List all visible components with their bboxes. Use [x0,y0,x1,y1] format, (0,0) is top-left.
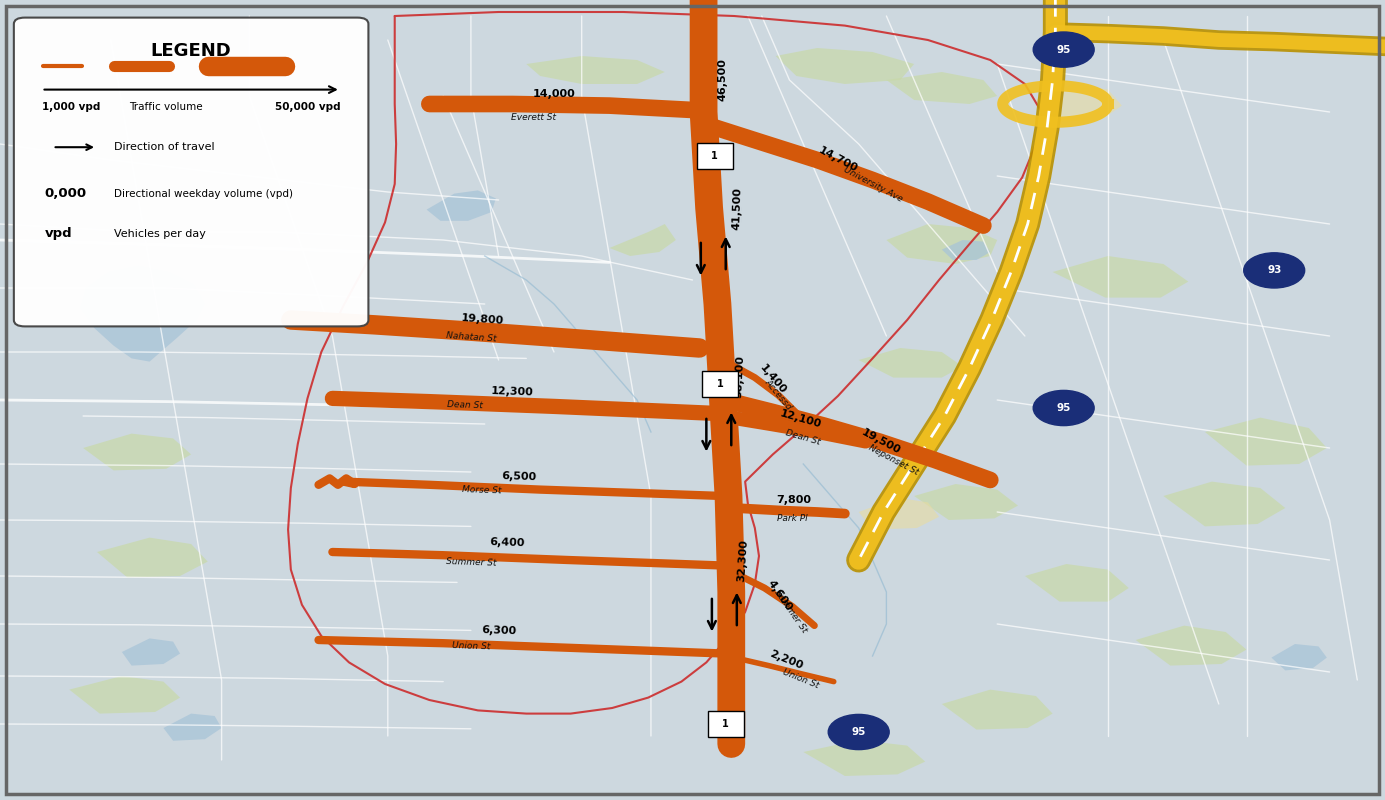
Text: 19,500: 19,500 [860,427,902,456]
Text: 19,800: 19,800 [460,314,504,326]
Text: Union St: Union St [781,667,820,690]
Polygon shape [1136,626,1247,666]
Text: 6,400: 6,400 [489,537,525,548]
Text: 95: 95 [1057,45,1071,54]
Polygon shape [122,638,180,666]
Text: 46,500: 46,500 [717,58,729,102]
Text: 2,200: 2,200 [769,649,805,671]
Circle shape [1033,32,1094,67]
FancyBboxPatch shape [14,18,368,326]
Text: 4,600: 4,600 [766,578,794,613]
Text: 50,000 vpd: 50,000 vpd [276,102,341,111]
Text: Park Pl: Park Pl [777,514,807,523]
Text: vpd: vpd [44,227,72,240]
Text: LEGEND: LEGEND [151,42,231,60]
Polygon shape [427,190,496,221]
Text: 7,800: 7,800 [776,495,812,505]
Text: Neponset St: Neponset St [867,443,920,477]
Text: 1,400: 1,400 [758,362,788,396]
Text: 1: 1 [712,151,717,161]
Text: Union St: Union St [452,642,490,651]
Text: 1,000 vpd: 1,000 vpd [42,102,100,111]
FancyBboxPatch shape [697,143,733,169]
Polygon shape [526,56,665,84]
Polygon shape [942,690,1053,730]
Text: Dean St: Dean St [785,428,821,447]
FancyBboxPatch shape [708,711,744,737]
Polygon shape [1036,84,1122,122]
Polygon shape [80,266,205,362]
Text: Everett St: Everett St [511,113,555,122]
Text: 41,500: 41,500 [731,186,742,230]
Polygon shape [776,48,914,84]
Text: Direction of travel: Direction of travel [114,142,215,152]
Text: 14,000: 14,000 [533,90,575,99]
Text: Traffic volume: Traffic volume [129,102,204,111]
Polygon shape [69,676,180,714]
Text: Dean St: Dean St [447,401,483,410]
Text: Morse St: Morse St [463,486,501,495]
Text: 14,700: 14,700 [817,146,859,174]
Text: Summer St: Summer St [446,557,496,568]
Text: Accessd: Accessd [763,378,794,411]
Circle shape [1033,390,1094,426]
Polygon shape [886,224,997,264]
Polygon shape [942,240,990,260]
Text: 6,500: 6,500 [501,471,537,482]
Polygon shape [859,348,963,378]
Text: 1: 1 [717,379,723,389]
Text: 95: 95 [1057,403,1071,413]
Polygon shape [886,72,997,104]
Circle shape [1244,253,1305,288]
Text: Nahatan St: Nahatan St [446,330,496,343]
Text: 1: 1 [723,719,729,729]
Circle shape [828,714,889,750]
Text: Vehicles per day: Vehicles per day [114,229,205,238]
Polygon shape [1205,418,1327,466]
FancyBboxPatch shape [702,371,738,397]
Polygon shape [163,714,222,741]
Text: Summer St: Summer St [773,588,809,634]
Polygon shape [1025,564,1129,602]
Text: 6,300: 6,300 [481,625,517,636]
Polygon shape [1271,644,1327,670]
Text: 12,100: 12,100 [778,409,823,430]
Polygon shape [609,224,676,256]
Polygon shape [914,484,1018,520]
Text: University Ave: University Ave [842,165,903,203]
Text: 32,300: 32,300 [735,538,749,582]
Polygon shape [803,740,925,776]
Text: 12,300: 12,300 [490,386,535,398]
Text: 93: 93 [1267,266,1281,275]
Polygon shape [83,434,191,470]
Text: 38,100: 38,100 [734,354,745,398]
Text: Directional weekday volume (vpd): Directional weekday volume (vpd) [114,189,292,198]
Polygon shape [97,538,208,578]
Text: 95: 95 [852,727,866,737]
Polygon shape [859,498,939,530]
Polygon shape [1053,256,1188,298]
Text: 0,000: 0,000 [44,187,86,200]
Polygon shape [1163,482,1285,526]
